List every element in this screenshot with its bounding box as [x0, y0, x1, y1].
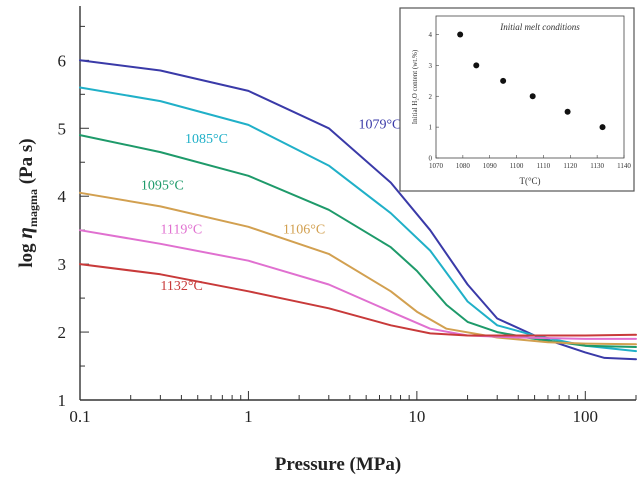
inset-x-tick-label: 1120 — [563, 162, 577, 170]
series-line-1106c — [79, 191, 637, 346]
series-line-1132c — [79, 263, 637, 337]
inset-x-tick-label: 1070 — [429, 162, 444, 170]
series-label: 1079°C — [358, 117, 401, 132]
y-axis-title: log ηmagma (Pa s) — [13, 138, 40, 267]
x-tick-label: 1 — [244, 407, 253, 426]
inset-data-point — [500, 77, 507, 84]
inset-y-tick-label: 3 — [429, 62, 433, 70]
y-tick-label: 5 — [58, 119, 67, 138]
y-tick-label: 2 — [58, 323, 67, 342]
inset-y-tick-label: 0 — [429, 155, 433, 163]
inset-y-axis-title: Initial H₂O content (wt.%) — [411, 49, 419, 124]
x-tick-label: 0.1 — [69, 407, 90, 426]
inset-title: Initial melt conditions — [499, 22, 580, 32]
y-tick-label: 4 — [58, 187, 67, 206]
series-line-1095c — [79, 134, 637, 348]
inset-x-tick-label: 1080 — [456, 162, 471, 170]
inset-y-tick-label: 2 — [429, 93, 433, 101]
inset-data-point — [473, 62, 480, 69]
series-line-1079c — [79, 59, 637, 361]
inset-y-tick-label: 1 — [429, 124, 433, 132]
series-label: 1132°C — [160, 279, 202, 294]
inset-plot: 1070 1080 1090 1100 1110 1120 1130 1140 0 1 2 3 4 Ini… — [399, 7, 635, 192]
inset-y-tick-label: 4 — [429, 31, 433, 39]
inset-data-point — [457, 31, 464, 38]
inset-x-tick-label: 1130 — [590, 162, 604, 170]
series-label: 1095°C — [141, 178, 184, 193]
inset-data-point — [564, 108, 571, 115]
y-tick-label: 3 — [58, 255, 67, 274]
inset-data-point — [599, 124, 606, 131]
y-tick-label: 1 — [58, 391, 67, 410]
inset-x-axis-title: T(°C) — [519, 176, 540, 186]
y-tick-label: 6 — [58, 51, 67, 70]
inset-x-tick-label: 1110 — [537, 162, 551, 170]
inset-plot-area — [435, 15, 625, 159]
inset-data-point — [529, 93, 536, 100]
series-label: 1119°C — [160, 223, 202, 238]
series-line-1119c — [79, 229, 637, 340]
series-label: 1106°C — [283, 223, 325, 238]
series-label: 1085°C — [185, 132, 228, 147]
x-axis-title: Pressure (MPa) — [275, 454, 401, 475]
inset-x-tick-label: 1090 — [483, 162, 498, 170]
x-tick-label: 100 — [573, 407, 599, 426]
inset-x-tick-label: 1140 — [617, 162, 631, 170]
x-tick-label: 10 — [408, 407, 425, 426]
inset-x-tick-label: 1100 — [510, 162, 524, 170]
inset-frame — [399, 7, 635, 192]
